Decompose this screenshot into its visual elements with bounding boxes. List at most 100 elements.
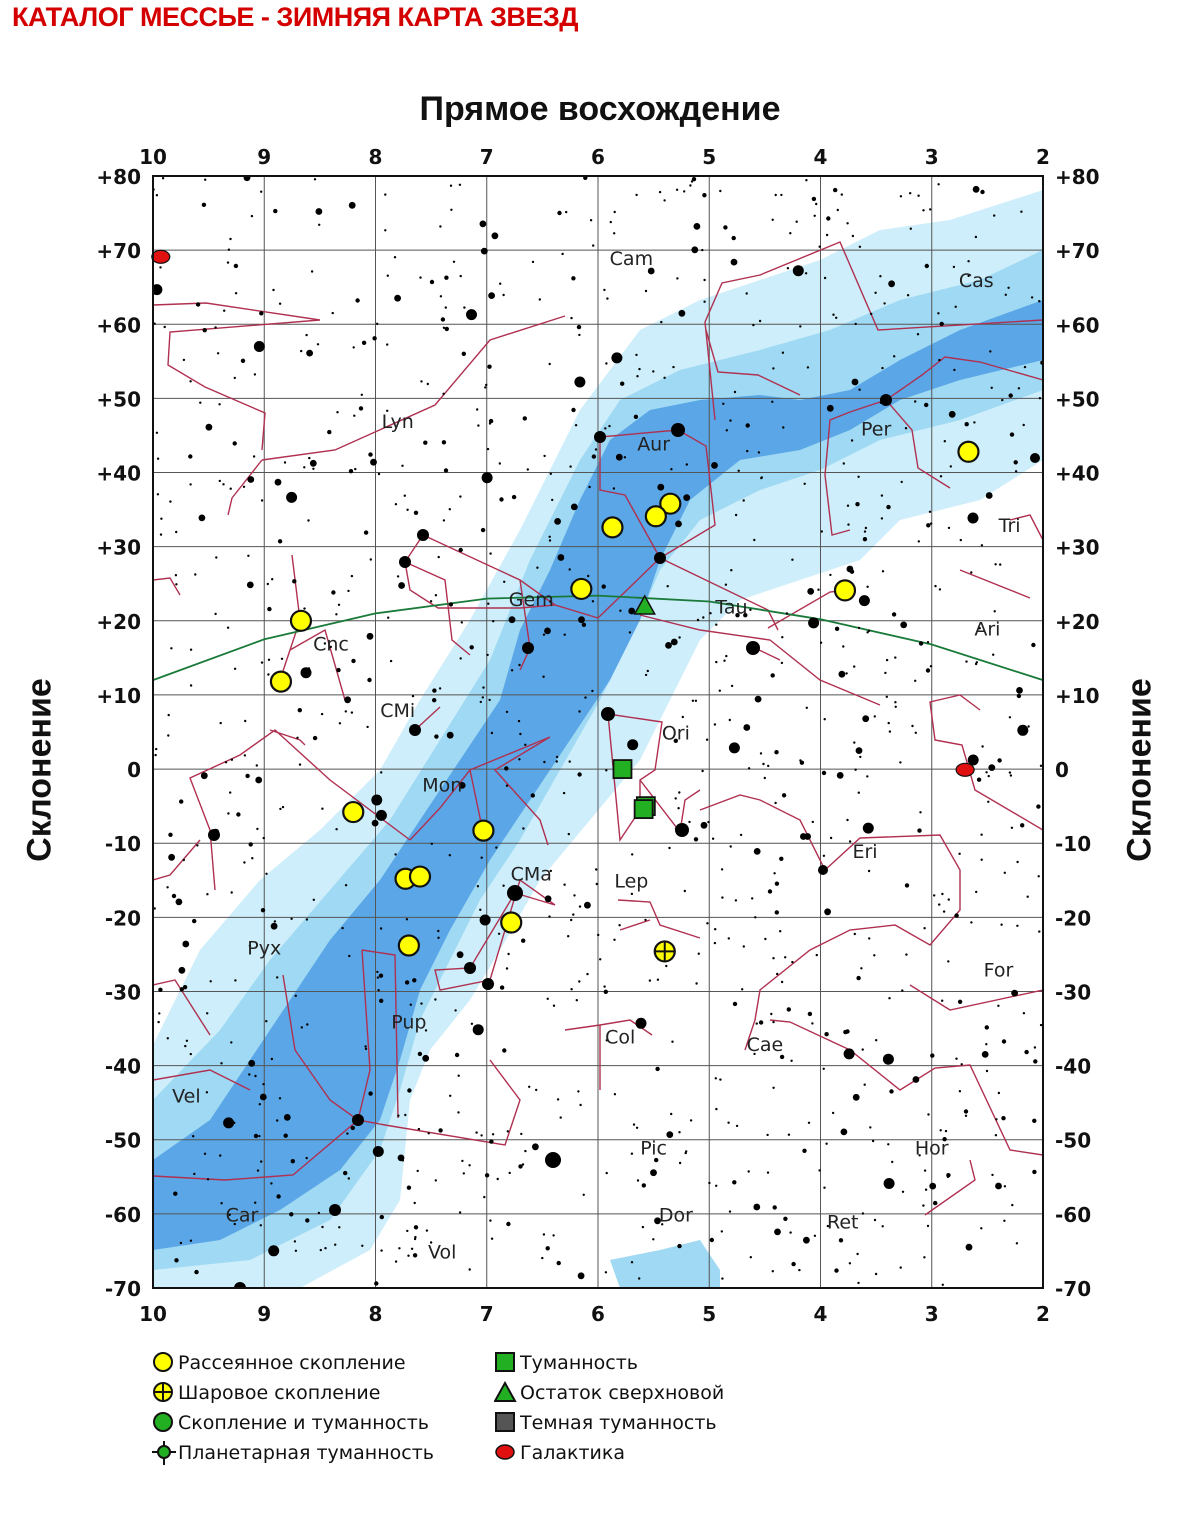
star [901,989,904,992]
star [371,819,379,827]
star [853,665,856,668]
star [243,176,251,182]
star [922,1204,925,1207]
star [528,1085,531,1089]
dec-tick-label-right: -30 [1055,980,1091,1004]
star [987,774,990,778]
star [490,1237,494,1240]
star [665,642,672,649]
star [804,272,808,275]
star [524,743,527,746]
legend-label: Темная туманность [520,1412,717,1434]
star [605,362,608,365]
star [995,1182,1002,1190]
constellation-label: Dor [659,1204,693,1226]
star [780,980,784,984]
star [770,673,775,678]
star [1027,725,1030,728]
dec-tick-label-left: +80 [96,165,141,189]
star [571,276,576,281]
star [354,467,357,471]
constellation-label: Gem [509,589,554,611]
star [1024,1049,1029,1055]
star [353,414,356,417]
star [1000,923,1003,926]
bright-star [601,707,615,721]
star [980,858,983,861]
star [771,400,774,403]
star [772,1086,775,1090]
ra-tick-label-bottom: 4 [814,1302,828,1326]
star [742,945,745,948]
star [1011,989,1018,997]
star [774,1228,781,1236]
star [430,842,433,845]
star [854,768,857,771]
star [167,734,170,737]
star [857,1281,860,1285]
star [218,403,221,406]
star [981,745,984,748]
star [697,952,700,955]
star [671,1040,674,1043]
star [875,1039,878,1042]
star [914,679,917,682]
nebula-icon [495,1352,515,1372]
star [233,263,239,269]
star [273,920,277,923]
star [1011,1203,1014,1207]
star [452,260,456,263]
star [713,723,717,726]
star [860,967,863,970]
star [438,687,442,690]
star [206,1178,210,1181]
bright-star [417,529,429,541]
star [964,422,969,427]
star [189,1239,193,1242]
star [479,914,491,926]
star [817,588,820,591]
star [507,952,510,956]
star [731,235,736,241]
ra-tick-label-top: 5 [702,145,716,169]
star [189,684,193,687]
star [834,626,840,631]
star [416,1169,419,1173]
star [247,476,255,483]
star [189,380,192,383]
star [522,827,525,830]
star [491,232,499,240]
star [398,1247,401,1250]
star [573,894,576,897]
star [384,193,387,196]
star [277,539,283,544]
star [675,520,682,528]
star [779,930,782,933]
star [840,1128,848,1136]
star [375,809,387,821]
star [242,485,246,488]
constellation-label: Cam [610,248,653,270]
star [745,423,750,428]
star [999,563,1002,566]
star [774,750,779,755]
star [866,631,869,634]
plot-frame [152,175,1044,1289]
star [429,279,435,285]
star [486,653,489,657]
star [219,1154,222,1157]
star [833,187,838,193]
star [1016,860,1019,864]
star [273,208,278,214]
star [824,1032,829,1037]
star [420,1002,423,1005]
star [678,791,681,794]
star [1026,895,1029,898]
star [1007,286,1010,289]
star [578,905,582,908]
star [965,660,968,663]
star [1020,210,1023,213]
star [480,856,483,859]
star [469,645,474,650]
star [749,1256,752,1259]
